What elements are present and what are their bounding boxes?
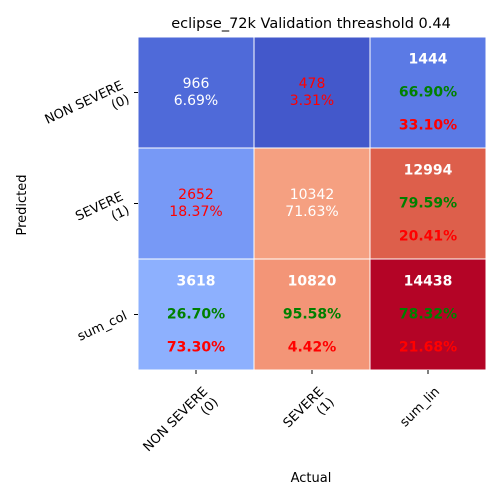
x-tick-label-0: NON SEVERE(0) xyxy=(141,384,222,465)
cell-label-r1-c2-0: 12994 xyxy=(404,163,453,179)
cell-label-r2-c2-1: 78.32% xyxy=(399,307,457,323)
cell-label-r2-c0-2: 73.30% xyxy=(167,340,225,356)
heatmap-cell-r1-c0 xyxy=(137,147,255,260)
cell-label-r0-c1-0: 478 xyxy=(299,76,326,92)
x-tick-label-2: sum_lin xyxy=(397,384,443,430)
heatmap-cell-r2-c1 xyxy=(253,258,371,371)
cell-label-r2-c2-2: 21.68% xyxy=(399,340,457,356)
heatmap-cell-r1-c1 xyxy=(253,147,371,260)
cell-label-r1-c0-0: 2652 xyxy=(178,187,214,203)
cell-label-r0-c2-2: 33.10% xyxy=(399,118,457,134)
heatmap-cell-r0-c1 xyxy=(253,36,371,149)
y-axis-label: Predicted xyxy=(15,174,30,235)
cell-label-r2-c2-0: 14438 xyxy=(404,274,453,290)
cell-label-r0-c0-1: 6.69% xyxy=(174,93,218,109)
cell-label-r1-c1-1: 71.63% xyxy=(285,204,338,220)
heatmap-cell-r1-c2 xyxy=(369,147,487,260)
y-tick-label-2: sum_col xyxy=(75,309,129,345)
cell-label-r1-c1-0: 10342 xyxy=(290,187,335,203)
cell-label-r0-c1-1: 3.31% xyxy=(290,93,334,109)
y-tick-label-0: NON SEVERE(0) xyxy=(43,78,132,141)
cell-label-r2-c0-0: 3618 xyxy=(177,274,216,290)
heatmap-cell-r0-c0 xyxy=(137,36,255,149)
x-axis-label: Actual xyxy=(291,471,332,486)
y-tick-label-1: SEVERE(1) xyxy=(73,189,132,238)
cell-label-r0-c2-1: 66.90% xyxy=(399,85,457,101)
cell-label-r1-c2-1: 79.59% xyxy=(399,196,457,212)
cell-label-r1-c0-1: 18.37% xyxy=(169,204,222,220)
cell-label-r2-c1-0: 10820 xyxy=(288,274,337,290)
cell-label-r1-c2-2: 20.41% xyxy=(399,229,457,245)
cell-label-r0-c0-0: 966 xyxy=(183,76,210,92)
cell-label-r2-c1-1: 95.58% xyxy=(283,307,341,323)
cell-label-r0-c2-0: 1444 xyxy=(409,52,448,68)
heatmap-cell-r0-c2 xyxy=(369,36,487,149)
chart-title: eclipse_72k Validation threashold 0.44 xyxy=(171,16,451,32)
cell-label-r2-c0-1: 26.70% xyxy=(167,307,225,323)
cell-label-r2-c1-2: 4.42% xyxy=(288,340,337,356)
x-tick-label-1: SEVERE(1) xyxy=(281,384,338,441)
